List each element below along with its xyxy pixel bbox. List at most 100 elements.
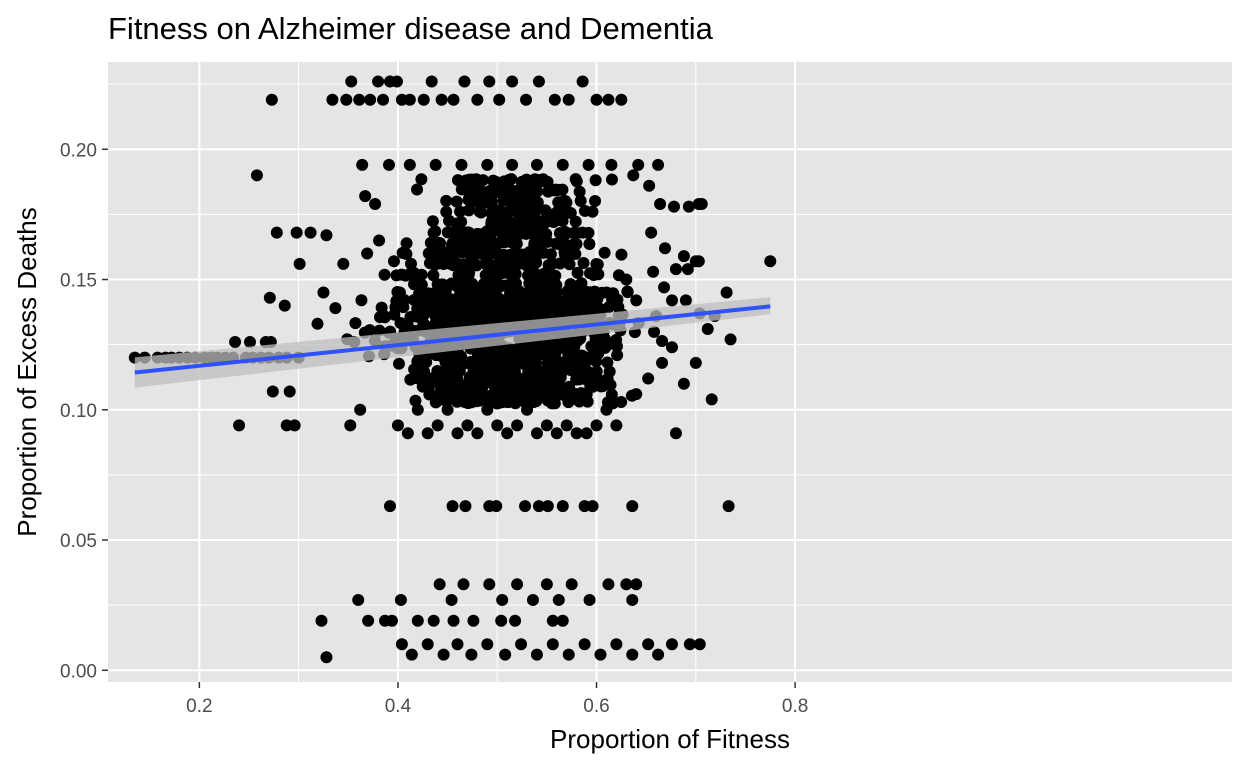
- data-point: [506, 158, 519, 171]
- data-point: [460, 356, 473, 369]
- data-point: [532, 500, 545, 513]
- data-point: [373, 324, 386, 337]
- data-point: [589, 195, 602, 208]
- data-point: [541, 357, 554, 370]
- data-point: [511, 578, 524, 591]
- data-point: [576, 75, 589, 88]
- data-point: [455, 158, 468, 171]
- data-point: [510, 374, 523, 387]
- data-point: [451, 174, 464, 187]
- data-point: [263, 291, 276, 304]
- data-point: [250, 169, 263, 182]
- data-point: [337, 257, 350, 270]
- data-point: [353, 93, 366, 106]
- data-point: [387, 255, 400, 268]
- data-point: [605, 158, 618, 171]
- data-point: [553, 227, 566, 240]
- data-point: [326, 93, 339, 106]
- data-point: [520, 287, 533, 300]
- data-point: [626, 593, 639, 606]
- data-point: [570, 175, 583, 188]
- data-point: [470, 173, 483, 186]
- data-point: [243, 336, 256, 349]
- data-point: [441, 403, 454, 416]
- data-point: [427, 226, 440, 239]
- data-point: [552, 356, 565, 369]
- data-point: [506, 75, 519, 88]
- data-point: [626, 500, 639, 513]
- data-point: [426, 215, 439, 228]
- trend-line: [134, 304, 771, 375]
- data-point: [621, 285, 634, 298]
- data-point: [431, 419, 444, 432]
- data-point: [451, 638, 464, 651]
- data-point: [475, 237, 488, 250]
- data-point: [544, 248, 557, 261]
- data-point: [400, 247, 413, 260]
- data-point: [473, 205, 486, 218]
- data-point: [468, 183, 481, 196]
- data-point: [556, 158, 569, 171]
- data-point: [695, 197, 708, 210]
- data-point: [443, 248, 456, 261]
- data-point: [603, 365, 616, 378]
- data-point: [411, 614, 424, 627]
- data-point: [493, 93, 506, 106]
- data-point: [304, 226, 317, 239]
- data-point: [590, 419, 603, 432]
- data-point: [378, 268, 391, 281]
- data-point: [459, 500, 472, 513]
- data-point: [594, 648, 607, 661]
- data-point: [421, 427, 434, 440]
- data-point: [496, 593, 509, 606]
- data-point: [596, 286, 609, 299]
- data-point: [720, 286, 733, 299]
- data-point: [495, 226, 508, 239]
- confidence-band: [134, 297, 771, 388]
- data-point: [548, 397, 561, 410]
- data-point: [404, 257, 417, 270]
- data-point: [440, 205, 453, 218]
- data-point: [565, 578, 578, 591]
- data-point: [510, 237, 523, 250]
- data-point: [445, 277, 458, 290]
- data-point: [465, 648, 478, 661]
- data-point: [550, 427, 563, 440]
- data-point: [425, 75, 438, 88]
- data-point: [471, 93, 484, 106]
- data-point: [632, 158, 645, 171]
- data-point: [392, 357, 405, 370]
- data-point: [369, 197, 382, 210]
- data-point: [610, 419, 623, 432]
- y-tick-label: 0.05: [60, 531, 97, 552]
- data-point: [592, 301, 605, 314]
- data-point: [570, 427, 583, 440]
- data-point: [519, 217, 532, 230]
- data-point: [352, 593, 365, 606]
- data-point: [340, 93, 353, 106]
- data-point: [359, 190, 372, 203]
- data-point: [590, 355, 603, 368]
- data-point: [677, 377, 690, 390]
- data-point: [488, 216, 501, 229]
- data-point: [377, 93, 390, 106]
- data-point: [571, 266, 584, 279]
- x-tick-label: 0.8: [782, 696, 808, 717]
- data-point: [530, 427, 543, 440]
- data-point: [642, 372, 655, 385]
- data-point: [562, 648, 575, 661]
- data-point: [400, 237, 413, 250]
- data-point: [564, 278, 577, 291]
- data-point: [494, 206, 507, 219]
- major-gridlines: [108, 62, 1232, 682]
- data-point: [563, 248, 576, 261]
- data-point: [548, 93, 561, 106]
- x-tick-label: 0.4: [385, 696, 412, 717]
- data-point: [682, 200, 695, 213]
- data-point: [492, 268, 505, 281]
- data-point: [535, 225, 548, 238]
- data-point: [424, 236, 437, 249]
- data-point: [652, 648, 665, 661]
- data-point: [590, 365, 603, 378]
- data-point: [580, 427, 593, 440]
